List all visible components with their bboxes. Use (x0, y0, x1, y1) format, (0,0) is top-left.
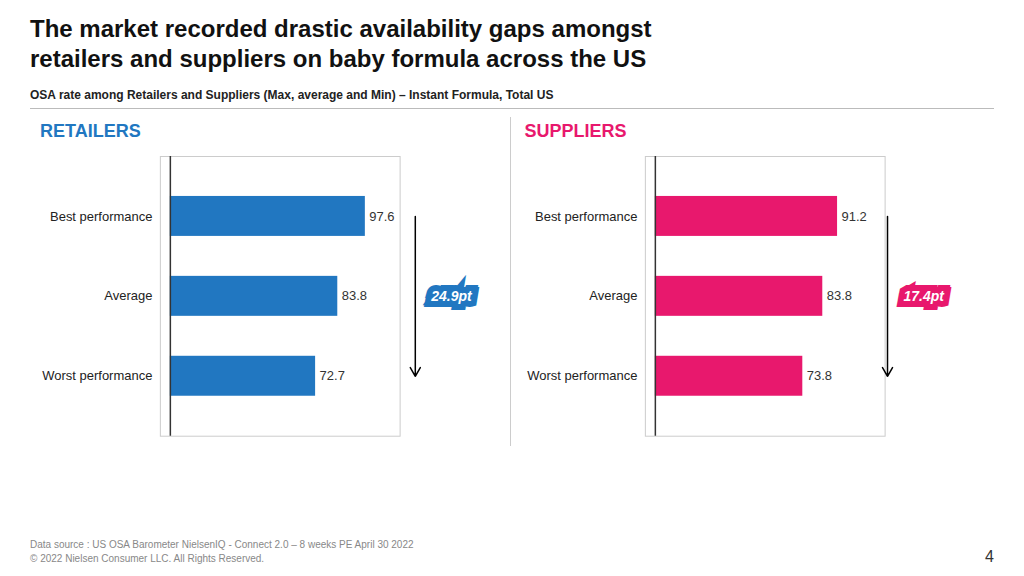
html-text:© 2022 Nielsen Consumer LLC. A: © 2022 Nielsen Consumer LLC. All Rights … (30, 553, 265, 564)
svg-text:17.4pt: 17.4pt (903, 288, 945, 304)
svg-text:24.9pt: 24.9pt (430, 288, 473, 304)
svg-text:Average: Average (104, 288, 152, 303)
svg-text:73.8: 73.8 (806, 368, 831, 383)
svg-text:Worst performance: Worst performance (527, 368, 637, 383)
svg-text:83.8: 83.8 (826, 288, 851, 303)
svg-text:83.8: 83.8 (342, 288, 367, 303)
html-text:4: 4 (985, 548, 994, 565)
html-text:Data source : US OSA Barometer: Data source : US OSA Barometer NielsenIQ… (30, 539, 414, 550)
svg-text:Best performance: Best performance (50, 209, 152, 224)
svg-text:91.2: 91.2 (841, 209, 866, 224)
svg-text:Worst performance: Worst performance (42, 368, 152, 383)
svg-text:Average: Average (589, 288, 637, 303)
svg-text:72.7: 72.7 (320, 368, 345, 383)
html-text:OSA rate among Retailers and S: OSA rate among Retailers and Suppliers (… (30, 88, 554, 102)
html-text:The market recorded drastic av: The market recorded drastic availability… (30, 15, 652, 72)
html-text:RETAILERS: RETAILERS (40, 121, 141, 141)
html-text:SUPPLIERS: SUPPLIERS (524, 121, 627, 141)
svg-text:97.6: 97.6 (369, 209, 394, 224)
svg-text:Best performance: Best performance (535, 209, 637, 224)
